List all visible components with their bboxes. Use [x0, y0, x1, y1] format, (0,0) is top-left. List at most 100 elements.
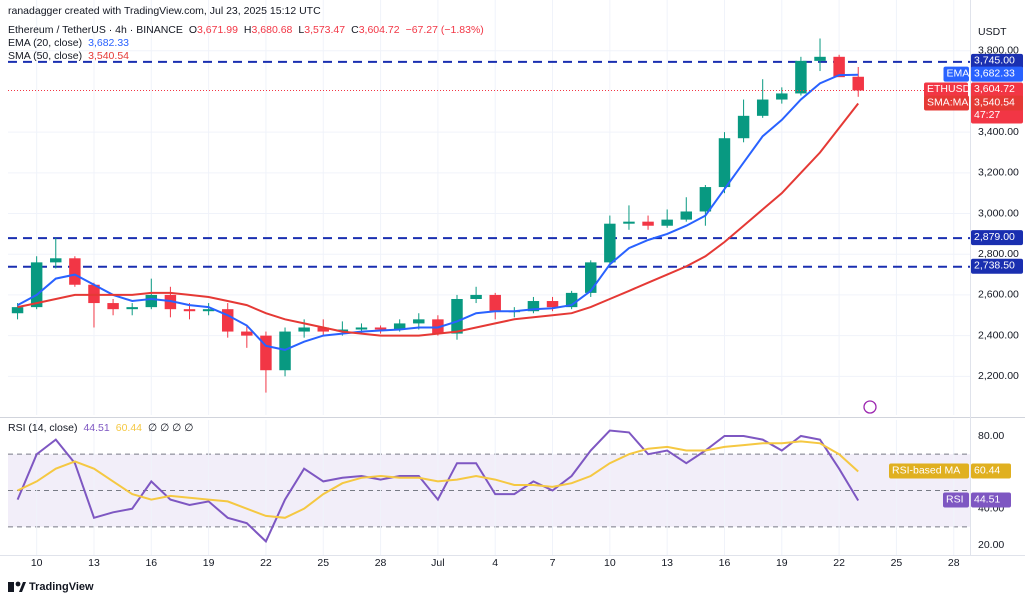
series-value-tag: 3,682.33: [974, 67, 1015, 79]
indicator-value: 3,682.33: [88, 37, 129, 49]
candle-body: [298, 327, 310, 332]
candle-body: [202, 309, 215, 312]
credit: ranadagger created with TradingView.com,…: [8, 5, 321, 17]
candle-body: [489, 294, 501, 312]
candle-body: [814, 56, 826, 61]
series-value-tag: 44.51: [974, 493, 1000, 505]
series-value-tag: 60.44: [974, 464, 1000, 476]
candle-body: [604, 223, 616, 263]
candle-body: [107, 303, 119, 310]
series-tag: SMA:MA: [927, 96, 968, 108]
ohlc-value: 3,671.99: [197, 24, 238, 36]
series-line: [17, 440, 859, 519]
y-tick-label: 2,200.00: [978, 370, 1019, 382]
y-tick-label: 3,200.00: [978, 167, 1019, 179]
candle-body: [661, 219, 673, 226]
candle-body: [374, 327, 387, 330]
x-tick-label: 19: [203, 557, 215, 569]
candle-body: [317, 327, 329, 332]
x-tick-label: 7: [550, 557, 556, 569]
series-tag: RSI: [946, 493, 964, 505]
candle-body: [718, 138, 731, 188]
candle-body: [756, 99, 769, 116]
ohlc-key: H: [244, 24, 252, 36]
last-price-label: 47:27: [974, 109, 1000, 121]
y-tick-label: 2,800.00: [978, 248, 1019, 260]
plot: [8, 38, 970, 544]
rsi-value: 44.51: [83, 422, 109, 434]
rsi-extra: ∅ ∅ ∅ ∅: [148, 422, 193, 434]
last-price-symbol-box: [924, 82, 968, 98]
logo-mark: [8, 582, 14, 592]
last-price-symbol: ETHUSDT: [927, 83, 977, 95]
event-icon: [863, 400, 877, 414]
series-tag-box: [889, 463, 969, 479]
series-value-tag-box: [971, 463, 1011, 479]
x-tick-label: 4: [492, 557, 498, 569]
series-value-tag-box: [971, 66, 1023, 82]
y-tick-label: 20.00: [978, 539, 1004, 551]
candle-body: [241, 331, 253, 336]
indicator-name: EMA (20, close): [8, 37, 82, 49]
candle-body: [623, 221, 635, 224]
level-label-box: [971, 258, 1023, 274]
x-tick-label: 22: [260, 557, 272, 569]
candle-body: [413, 319, 425, 324]
series-value-tag-box: [971, 492, 1011, 508]
logo-text: TradingView: [29, 581, 94, 593]
y-tick-label: 2,400.00: [978, 329, 1019, 341]
candle-body: [50, 258, 62, 263]
series-value-tag: 3,540.54: [974, 96, 1015, 108]
series-line: [16, 429, 860, 544]
candle-body: [565, 292, 578, 308]
candle-body: [833, 56, 845, 78]
y-tick-label: 3,800.00: [978, 44, 1019, 56]
x-tick-label: 22: [833, 557, 845, 569]
series-tag-box: [943, 66, 969, 82]
x-tick-label: 25: [891, 557, 903, 569]
level-label: 2,879.00: [974, 231, 1015, 243]
logo: [8, 581, 26, 592]
rsi-value: 60.44: [116, 422, 142, 434]
grid: 2,200.00 2,400.00 2,600.00 2,800.00 3,000.00…: [8, 0, 1019, 569]
x-tick-label: 13: [661, 557, 673, 569]
candle-body: [585, 262, 597, 293]
indicator-name: SMA (50, close): [8, 50, 82, 62]
candle-body: [126, 307, 138, 310]
series-tag: RSI-based MA: [892, 464, 960, 476]
ohlc-key: L: [298, 24, 304, 36]
level-label: 2,738.50: [974, 260, 1015, 272]
candle-body: [680, 211, 693, 220]
series-line: [17, 73, 859, 351]
rsi-title: RSI (14, close): [8, 422, 77, 434]
rsi-legend: RSI (14, close) 44.51 60.44 ∅ ∅ ∅ ∅: [8, 422, 193, 434]
level-label-box: [971, 230, 1023, 246]
x-tick-label: 13: [88, 557, 100, 569]
symbol-legend: Ethereum / TetherUS · 4h · BINANCE O3,671…: [8, 24, 484, 36]
x-tick-label: 25: [317, 557, 329, 569]
y-tick-label: 80.00: [978, 430, 1004, 442]
change: −67.27 (−1.83%): [406, 24, 484, 36]
ohlc-value: 3,680.68: [252, 24, 293, 36]
candle-body: [336, 329, 349, 332]
candle-body: [145, 294, 158, 308]
series-line: [17, 102, 859, 337]
x-tick-label: 10: [604, 557, 616, 569]
x-tick-label: 16: [145, 557, 157, 569]
last-price-label: 3,604.72: [974, 83, 1015, 95]
x-tick-label: 19: [776, 557, 788, 569]
candle-body: [852, 76, 864, 91]
candle-body: [30, 262, 43, 308]
y-tick-label: 3,400.00: [978, 126, 1019, 138]
candle-body: [183, 309, 196, 312]
indicator-legend: EMA (20, close) 3,682.33: [8, 37, 129, 49]
candle-body: [164, 294, 177, 310]
x-tick-label: 16: [719, 557, 731, 569]
candle-body: [393, 323, 406, 330]
ohlc-value: 3,573.47: [304, 24, 345, 36]
logo-mark: [15, 581, 21, 587]
candle-body: [69, 258, 81, 285]
candle-body: [221, 309, 234, 332]
level-label: 3,745.00: [974, 55, 1015, 67]
